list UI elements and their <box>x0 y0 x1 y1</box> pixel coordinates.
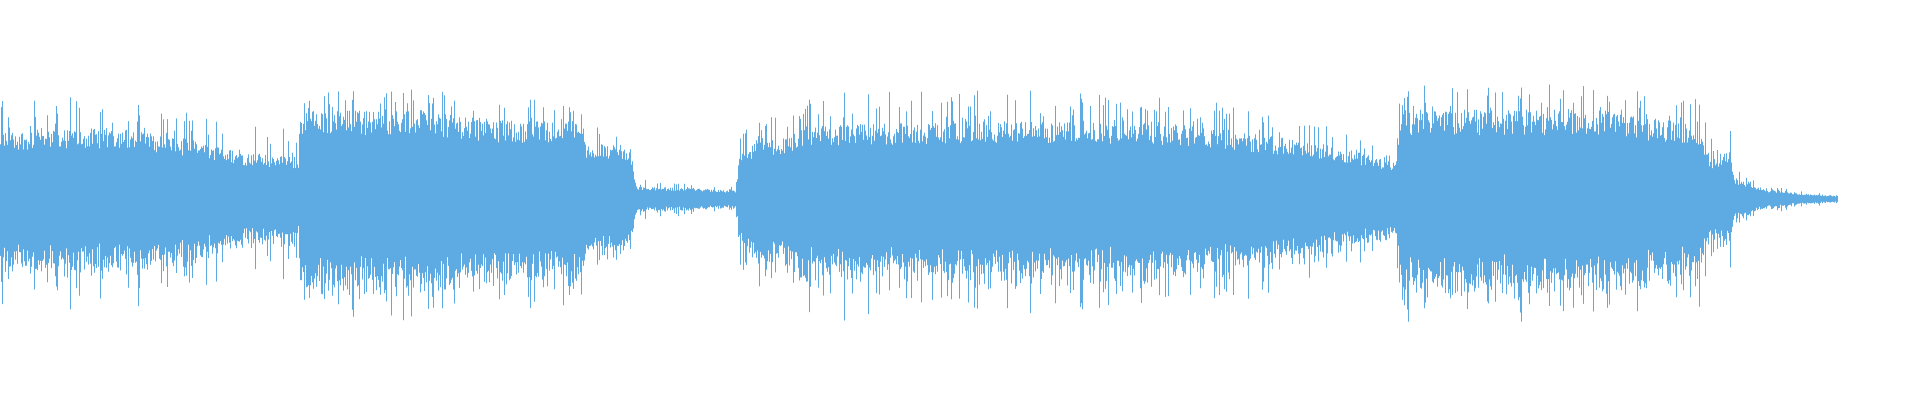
waveform-path <box>0 84 1838 322</box>
